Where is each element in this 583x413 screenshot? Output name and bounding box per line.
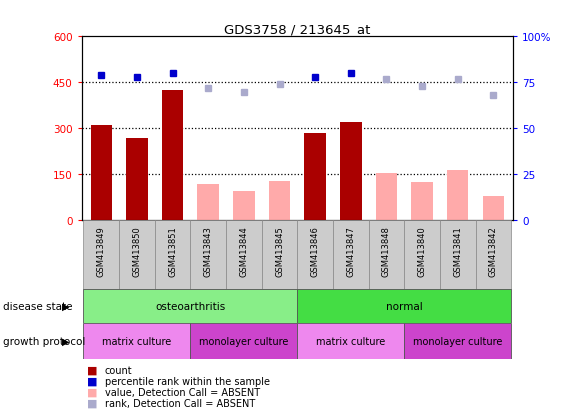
Text: normal: normal	[386, 301, 423, 311]
Text: GSM413844: GSM413844	[240, 226, 248, 276]
Bar	[297, 289, 511, 323]
Bar	[333, 221, 368, 289]
Text: monolayer culture: monolayer culture	[199, 336, 289, 346]
Text: ▶: ▶	[62, 336, 70, 346]
Bar	[226, 221, 262, 289]
Bar	[198, 184, 219, 221]
Bar	[83, 289, 297, 323]
Bar	[483, 197, 504, 221]
Title: GDS3758 / 213645_at: GDS3758 / 213645_at	[224, 23, 371, 36]
Text: count: count	[105, 365, 132, 375]
Bar	[154, 221, 191, 289]
Bar	[191, 323, 297, 359]
Text: GSM413841: GSM413841	[453, 226, 462, 276]
Bar	[83, 221, 119, 289]
Bar	[340, 123, 361, 221]
Text: ■: ■	[87, 376, 98, 386]
Bar	[297, 221, 333, 289]
Bar	[404, 221, 440, 289]
Bar	[412, 183, 433, 221]
Bar	[304, 134, 326, 221]
Bar	[126, 138, 147, 221]
Text: GSM413842: GSM413842	[489, 226, 498, 276]
Bar	[447, 171, 469, 221]
Text: GSM413845: GSM413845	[275, 226, 284, 276]
Text: percentile rank within the sample: percentile rank within the sample	[105, 376, 270, 386]
Text: growth protocol: growth protocol	[3, 336, 85, 346]
Text: GSM413846: GSM413846	[311, 226, 319, 276]
Bar	[233, 192, 255, 221]
Bar	[376, 173, 397, 221]
Bar	[162, 91, 183, 221]
Text: GSM413840: GSM413840	[417, 226, 427, 276]
Bar	[297, 323, 404, 359]
Text: ■: ■	[87, 365, 98, 375]
Bar	[476, 221, 511, 289]
Bar	[119, 221, 154, 289]
Text: GSM413848: GSM413848	[382, 226, 391, 276]
Text: matrix culture: matrix culture	[102, 336, 171, 346]
Text: GSM413851: GSM413851	[168, 226, 177, 276]
Text: GSM413847: GSM413847	[346, 226, 355, 276]
Text: GSM413849: GSM413849	[97, 226, 106, 276]
Text: osteoarthritis: osteoarthritis	[155, 301, 226, 311]
Text: ■: ■	[87, 387, 98, 397]
Bar	[269, 181, 290, 221]
Bar	[90, 126, 112, 221]
Text: ■: ■	[87, 398, 98, 408]
Bar	[440, 221, 476, 289]
Text: rank, Detection Call = ABSENT: rank, Detection Call = ABSENT	[105, 398, 255, 408]
Bar	[368, 221, 404, 289]
Text: disease state: disease state	[3, 301, 72, 311]
Bar	[83, 323, 191, 359]
Text: matrix culture: matrix culture	[316, 336, 385, 346]
Bar	[404, 323, 511, 359]
Bar	[191, 221, 226, 289]
Text: value, Detection Call = ABSENT: value, Detection Call = ABSENT	[105, 387, 260, 397]
Text: GSM413843: GSM413843	[203, 226, 213, 276]
Bar	[262, 221, 297, 289]
Text: GSM413850: GSM413850	[132, 226, 142, 276]
Text: monolayer culture: monolayer culture	[413, 336, 503, 346]
Text: ▶: ▶	[62, 301, 70, 311]
